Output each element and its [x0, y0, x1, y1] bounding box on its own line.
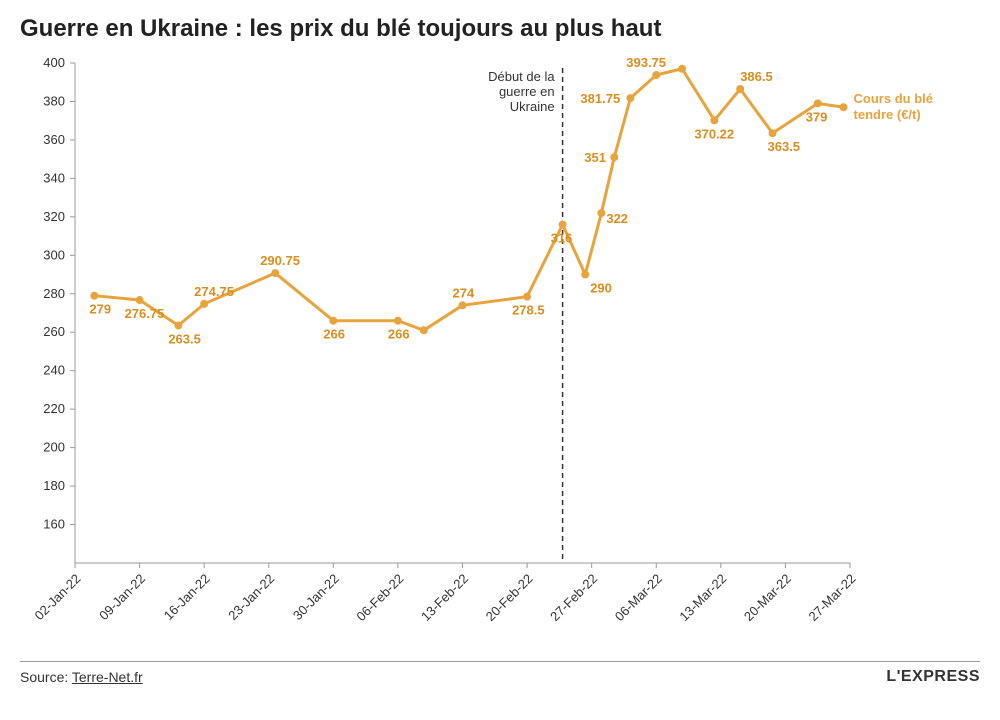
page-title: Guerre en Ukraine : les prix du blé touj… — [20, 15, 980, 43]
svg-text:290: 290 — [590, 281, 612, 296]
svg-text:guerre en: guerre en — [499, 84, 555, 99]
svg-text:360: 360 — [43, 132, 65, 147]
svg-text:27-Mar-22: 27-Mar-22 — [806, 571, 859, 624]
svg-text:240: 240 — [43, 363, 65, 378]
svg-text:09-Jan-22: 09-Jan-22 — [96, 571, 148, 623]
svg-text:316: 316 — [551, 231, 573, 246]
svg-text:381.75: 381.75 — [580, 91, 620, 106]
svg-text:278.5: 278.5 — [512, 303, 545, 318]
svg-text:tendre (€/t): tendre (€/t) — [854, 107, 921, 122]
svg-text:13-Mar-22: 13-Mar-22 — [676, 571, 729, 624]
svg-text:20-Mar-22: 20-Mar-22 — [741, 571, 794, 624]
wheat-price-chart: 160 180 200 220 240 260 280 300 320 340 360 380 400 0… — [20, 53, 980, 653]
svg-text:300: 300 — [43, 247, 65, 262]
svg-text:06-Mar-22: 06-Mar-22 — [612, 571, 665, 624]
footer: Source: Terre-Net.fr L'EXPRESS — [20, 661, 980, 686]
svg-text:279: 279 — [89, 302, 111, 317]
brand-logo: L'EXPRESS — [886, 668, 980, 686]
svg-text:160: 160 — [43, 517, 65, 532]
svg-text:363.5: 363.5 — [768, 139, 801, 154]
source-link[interactable]: Terre-Net.fr — [72, 669, 143, 685]
svg-text:220: 220 — [43, 401, 65, 416]
svg-text:280: 280 — [43, 286, 65, 301]
svg-text:351: 351 — [584, 150, 606, 165]
svg-text:20-Feb-22: 20-Feb-22 — [483, 571, 536, 624]
svg-text:Début de la: Début de la — [488, 69, 555, 84]
svg-text:322: 322 — [606, 211, 628, 226]
svg-text:379: 379 — [806, 109, 828, 124]
svg-text:276.75: 276.75 — [125, 306, 165, 321]
svg-text:266: 266 — [323, 327, 345, 342]
svg-text:Ukraine: Ukraine — [510, 99, 555, 114]
svg-text:200: 200 — [43, 440, 65, 455]
svg-text:02-Jan-22: 02-Jan-22 — [32, 571, 84, 623]
svg-text:260: 260 — [43, 324, 65, 339]
chart-container: 160 180 200 220 240 260 280 300 320 340 360 380 400 0… — [20, 53, 980, 653]
source: Source: Terre-Net.fr — [20, 669, 143, 685]
svg-text:13-Feb-22: 13-Feb-22 — [418, 571, 471, 624]
svg-text:274: 274 — [453, 285, 475, 300]
svg-text:180: 180 — [43, 478, 65, 493]
svg-text:30-Jan-22: 30-Jan-22 — [290, 571, 342, 623]
svg-text:27-Feb-22: 27-Feb-22 — [547, 571, 600, 624]
svg-text:320: 320 — [43, 209, 65, 224]
svg-text:340: 340 — [43, 170, 65, 185]
svg-text:263.5: 263.5 — [168, 332, 201, 347]
svg-text:23-Jan-22: 23-Jan-22 — [225, 571, 277, 623]
svg-text:370.22: 370.22 — [694, 126, 734, 141]
svg-text:386.5: 386.5 — [740, 69, 773, 84]
svg-text:266: 266 — [388, 327, 410, 342]
source-label: Source: — [20, 669, 72, 685]
svg-text:393.75: 393.75 — [626, 55, 666, 70]
svg-text:400: 400 — [43, 55, 65, 70]
svg-text:290.75: 290.75 — [260, 253, 300, 268]
svg-text:16-Jan-22: 16-Jan-22 — [161, 571, 213, 623]
svg-text:274.75: 274.75 — [194, 284, 234, 299]
svg-text:380: 380 — [43, 93, 65, 108]
svg-text:Cours du blé: Cours du blé — [854, 91, 933, 106]
svg-text:06-Feb-22: 06-Feb-22 — [353, 571, 406, 624]
